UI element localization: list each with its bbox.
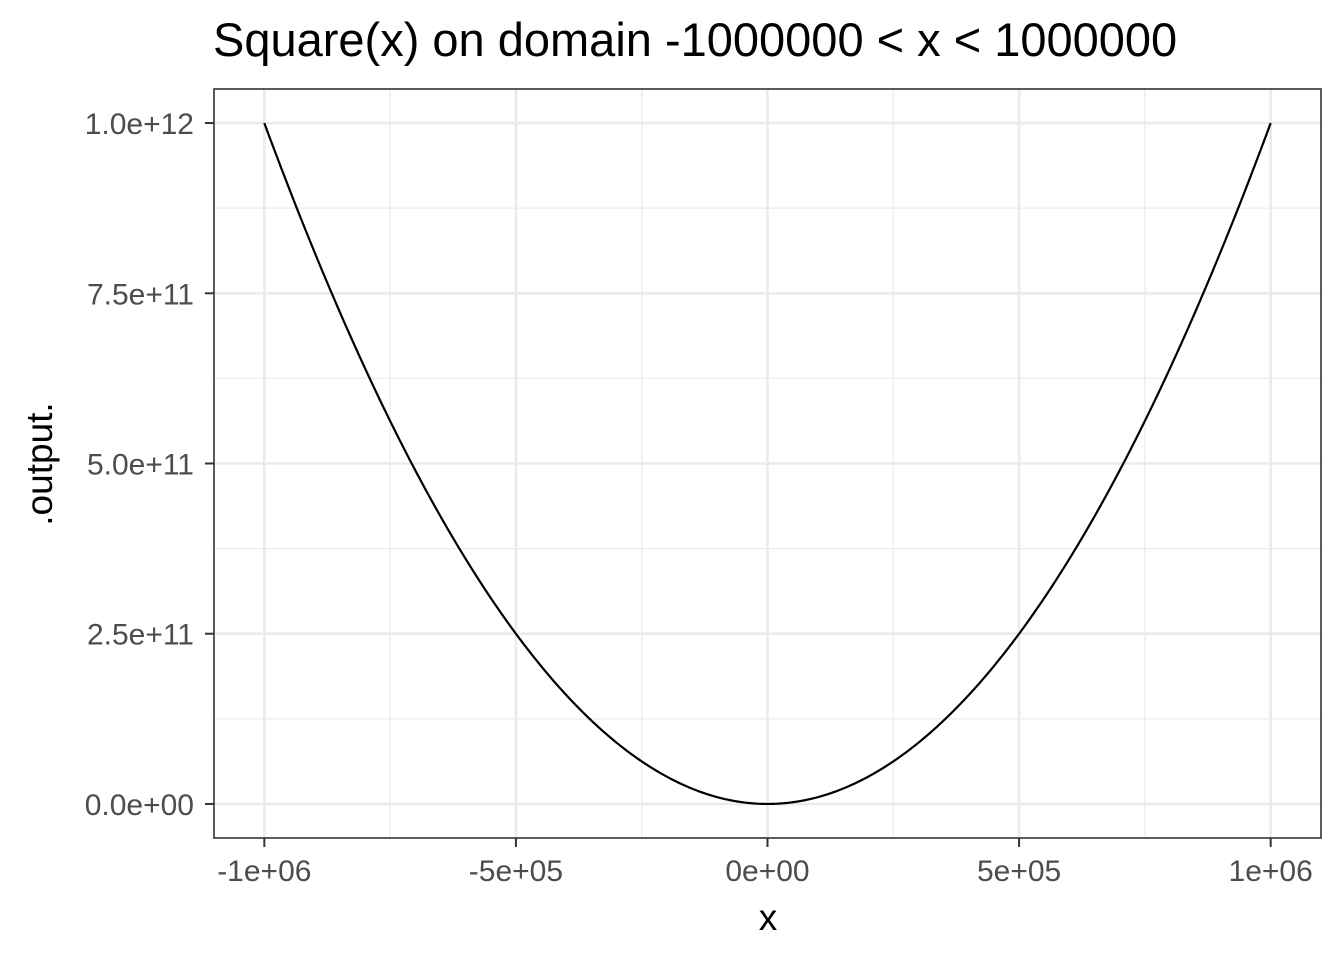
chart-title: Square(x) on domain -1000000 < x < 10000… — [213, 13, 1177, 66]
x-axis-ticks: -1e+06 -5e+05 0e+00 5e+05 1e+06 — [217, 838, 1313, 888]
series-line — [263, 122, 1272, 806]
y-tick-label: 5.0e+11 — [87, 449, 194, 482]
y-tick-label: 0.0e+00 — [85, 789, 194, 822]
x-tick-label: 0e+00 — [725, 855, 809, 888]
x-axis-title: x — [759, 897, 778, 938]
y-tick-label: 7.5e+11 — [87, 278, 194, 311]
y-tick-label: 2.5e+11 — [87, 619, 194, 652]
y-axis-ticks: 0.0e+00 2.5e+11 5.0e+11 7.5e+11 1.0e+12 — [85, 108, 214, 822]
x-tick-label: -5e+05 — [469, 855, 563, 888]
x-tick-label: 5e+05 — [977, 855, 1061, 888]
x-tick-label: 1e+06 — [1229, 855, 1313, 888]
y-tick-label: 1.0e+12 — [85, 108, 194, 141]
x-tick-label: -1e+06 — [217, 855, 311, 888]
y-axis-title: .output. — [19, 402, 60, 525]
